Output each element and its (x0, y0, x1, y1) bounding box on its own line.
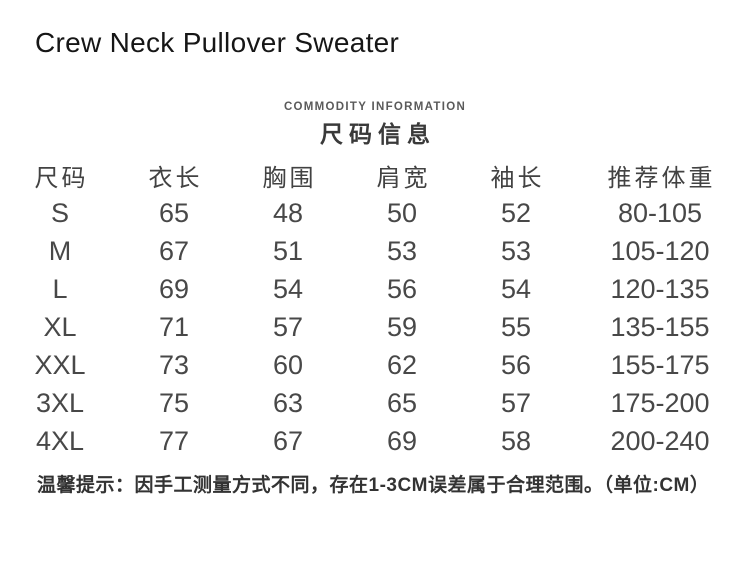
chest-cell: 63 (272, 387, 304, 418)
recommended-weight-cell: 120-135 (610, 273, 710, 304)
chest-cell: 60 (272, 349, 304, 380)
garment-length-cell: 71 (158, 311, 190, 342)
sleeve-length-cell: 56 (500, 349, 532, 380)
size-table: 尺码 衣长 胸围 肩宽 袖长 推荐体重 S 65 48 50 52 80-105… (3, 156, 747, 460)
commodity-information-label: COMMODITY INFORMATION (283, 101, 467, 113)
chest-cell: 48 (272, 197, 304, 228)
chest-cell: 54 (272, 273, 304, 304)
size-cell: L (52, 273, 68, 304)
size-cell: XXL (34, 349, 86, 380)
size-cell: XL (43, 311, 77, 342)
garment-length-cell: 65 (158, 197, 190, 228)
table-row-s: S 65 48 50 52 80-105 (3, 194, 747, 232)
table-row-l: L 69 54 56 54 120-135 (3, 270, 747, 308)
recommended-weight-cell: 155-175 (610, 349, 710, 380)
sleeve-length-cell: 52 (500, 197, 532, 228)
garment-length-cell: 69 (158, 273, 190, 304)
header-chest: 胸围 (262, 164, 317, 192)
recommended-weight-cell: 135-155 (610, 311, 710, 342)
header-size: 尺码 (34, 164, 89, 192)
chest-cell: 51 (272, 235, 304, 266)
page-title: Crew Neck Pullover Sweater (35, 27, 400, 58)
size-info-title: 尺码信息 (320, 121, 436, 147)
shoulder-width-cell: 53 (386, 235, 418, 266)
recommended-weight-cell: 200-240 (610, 425, 710, 456)
section-header: COMMODITY INFORMATION 尺码信息 (0, 101, 750, 149)
table-row-4xl: 4XL 77 67 69 58 200-240 (3, 422, 747, 460)
size-cell: 4XL (35, 425, 85, 456)
garment-length-cell: 77 (158, 425, 190, 456)
sleeve-length-cell: 58 (500, 425, 532, 456)
header-sleeve-length: 袖长 (490, 164, 545, 192)
table-row-xxl: XXL 73 60 62 56 155-175 (3, 346, 747, 384)
shoulder-width-cell: 56 (386, 273, 418, 304)
measurement-disclaimer: 温馨提示：因手工测量方式不同，存在1-3CM误差属于合理范围。（单位:CM） (37, 475, 710, 496)
table-row-3xl: 3XL 75 63 65 57 175-200 (3, 384, 747, 422)
header-recommended-weight: 推荐体重 (607, 164, 716, 192)
recommended-weight-cell: 105-120 (610, 235, 710, 266)
garment-length-cell: 67 (158, 235, 190, 266)
shoulder-width-cell: 62 (386, 349, 418, 380)
size-cell: M (48, 235, 72, 266)
size-cell: S (50, 197, 69, 228)
chest-cell: 57 (272, 311, 304, 342)
chest-cell: 67 (272, 425, 304, 456)
shoulder-width-cell: 65 (386, 387, 418, 418)
recommended-weight-cell: 175-200 (610, 387, 710, 418)
sleeve-length-cell: 53 (500, 235, 532, 266)
garment-length-cell: 73 (158, 349, 190, 380)
shoulder-width-cell: 59 (386, 311, 418, 342)
sleeve-length-cell: 57 (500, 387, 532, 418)
size-cell: 3XL (35, 387, 85, 418)
recommended-weight-cell: 80-105 (617, 197, 703, 228)
shoulder-width-cell: 69 (386, 425, 418, 456)
table-row-m: M 67 51 53 53 105-120 (3, 232, 747, 270)
table-row-xl: XL 71 57 59 55 135-155 (3, 308, 747, 346)
shoulder-width-cell: 50 (386, 197, 418, 228)
garment-length-cell: 75 (158, 387, 190, 418)
sleeve-length-cell: 55 (500, 311, 532, 342)
header-garment-length: 衣长 (148, 164, 203, 192)
table-header-row: 尺码 衣长 胸围 肩宽 袖长 推荐体重 (3, 156, 747, 194)
header-shoulder-width: 肩宽 (376, 164, 431, 192)
sleeve-length-cell: 54 (500, 273, 532, 304)
